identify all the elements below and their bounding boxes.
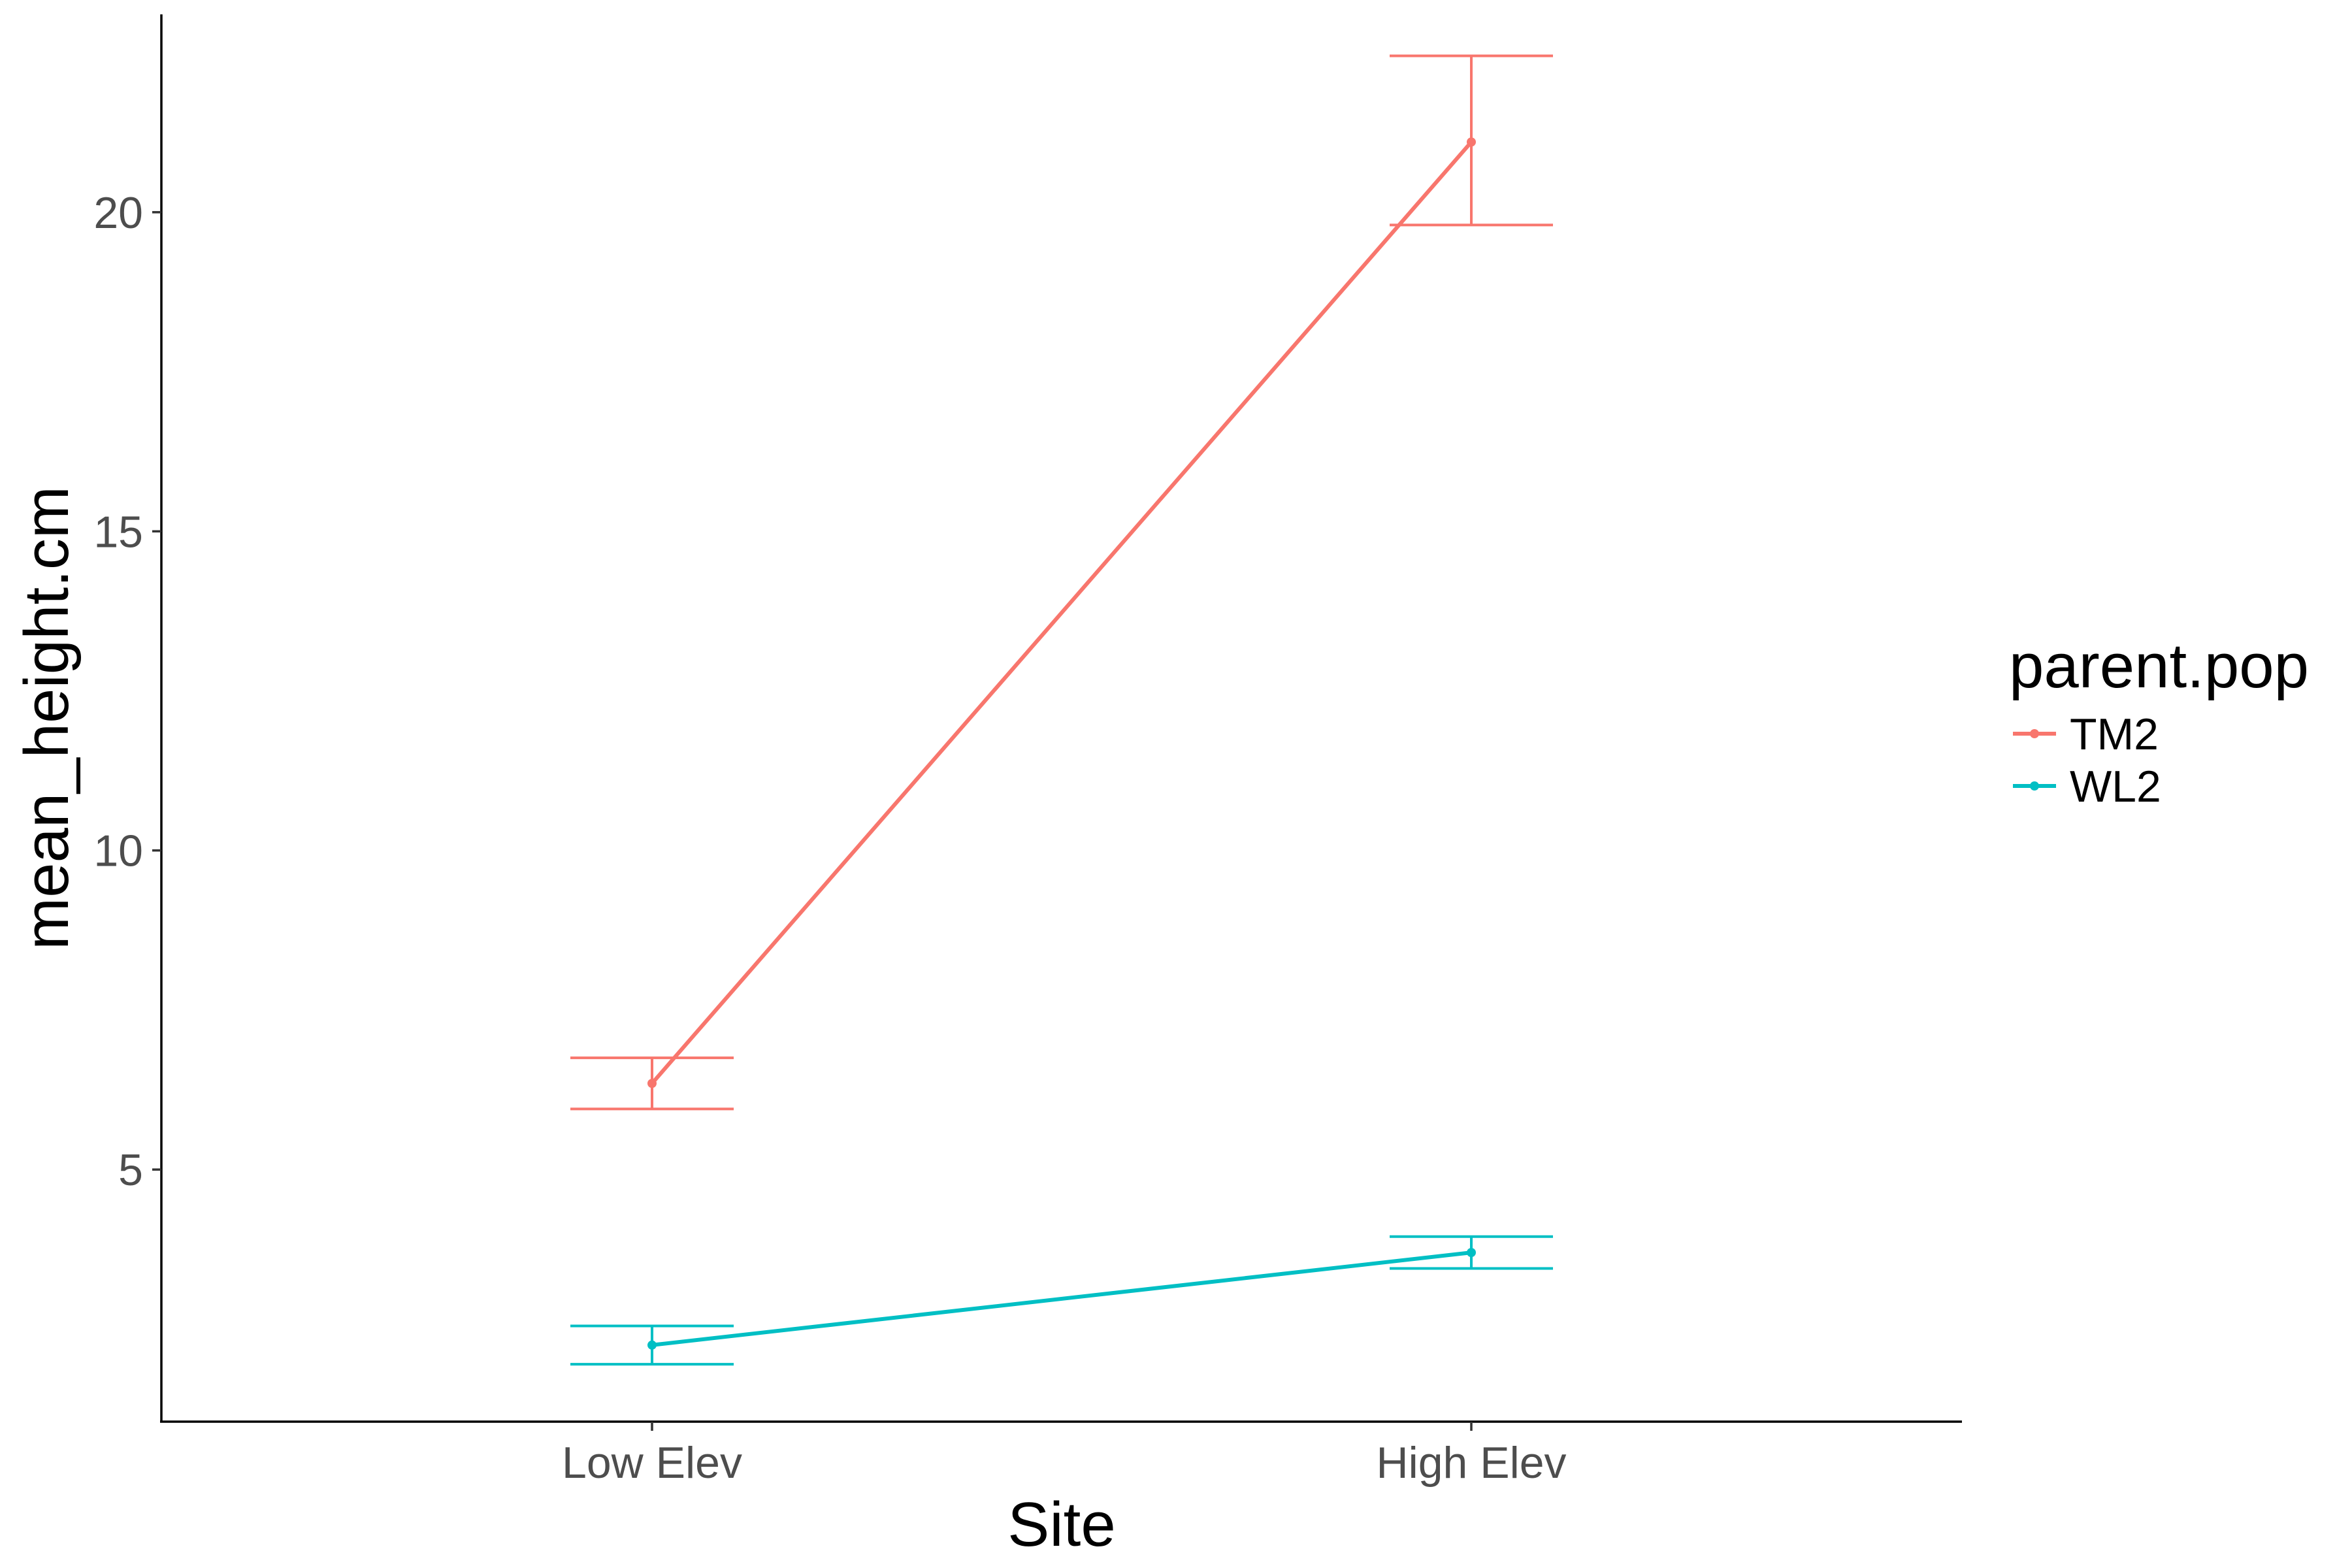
series-wl2: [570, 1235, 1553, 1366]
plot-panel: [570, 54, 1553, 1366]
data-point: [647, 1079, 657, 1088]
y-axis-title: mean_height.cm: [12, 486, 82, 950]
data-point: [1467, 137, 1476, 147]
legend-item-wl2: WL2: [2013, 762, 2161, 811]
y-tick-label: 10: [93, 826, 143, 876]
x-axis-title: Site: [1007, 1490, 1115, 1560]
series-tm2: [570, 54, 1553, 1111]
legend-label: TM2: [2070, 710, 2159, 759]
y-tick-label: 5: [118, 1145, 143, 1195]
legend-title: parent.pop: [2009, 631, 2309, 701]
x-tick-label: Low Elev: [562, 1438, 742, 1488]
legend-label: WL2: [2070, 762, 2161, 811]
data-point: [1467, 1248, 1476, 1258]
y-tick-label: 20: [93, 188, 143, 238]
x-tick-label: High Elev: [1376, 1438, 1566, 1488]
legend-key-point: [2030, 781, 2039, 791]
legend-key-point: [2030, 729, 2039, 738]
y-tick-label: 15: [93, 507, 143, 557]
data-point: [647, 1340, 657, 1350]
series-line: [650, 140, 1473, 1085]
axes: 5 10 15 20 Low Elev High Elev: [93, 14, 1962, 1488]
series-line: [651, 1250, 1472, 1347]
legend-item-tm2: TM2: [2013, 710, 2159, 759]
